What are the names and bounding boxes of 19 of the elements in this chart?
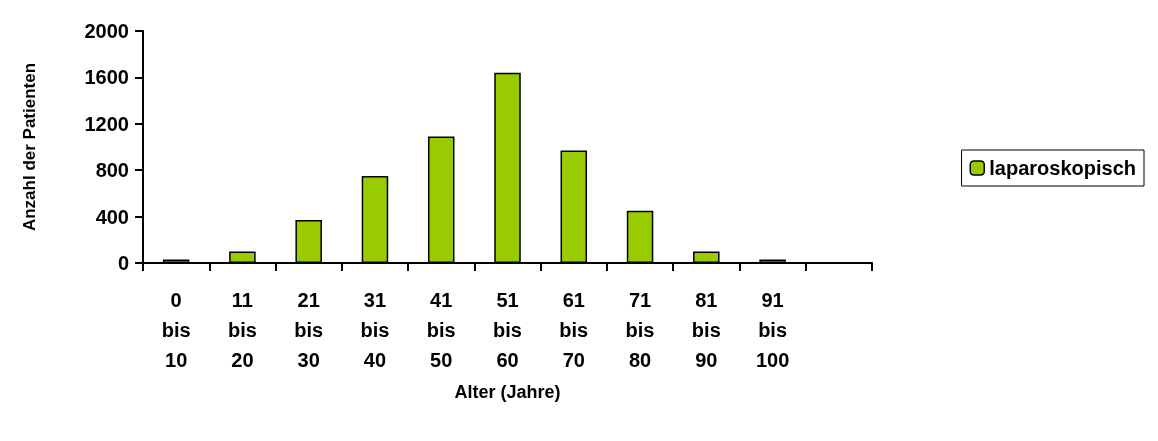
x-tick-label: 81 bis 90 (691, 289, 721, 371)
y-tick-label: 800 (95, 159, 129, 182)
y-tick-label: 2000 (84, 20, 129, 42)
y-axis-title: Anzahl der Patienten (20, 62, 39, 232)
x-tick-label: 21 bis 30 (294, 289, 324, 371)
x-tick-label: 61 bis 70 (559, 289, 589, 371)
y-tick-label: 1600 (84, 66, 129, 89)
x-tick-label: 41 bis 50 (426, 289, 456, 371)
x-tick-label: 11 bis 20 (227, 289, 257, 371)
x-tick-label: 0 bis 10 (161, 289, 191, 371)
y-tick-label: 400 (95, 205, 129, 228)
x-tick-label: 51 bis 60 (493, 289, 522, 371)
y-tick-label: 0 (117, 252, 129, 274)
x-tick-label: 91 bis 100 (755, 289, 790, 371)
x-tick-label: 31 bis 40 (360, 289, 390, 371)
y-tick-label: 1200 (84, 112, 129, 135)
legend-label: laparoskopisch (989, 157, 1136, 179)
x-axis-title: Alter (Jahre) (454, 382, 561, 402)
x-tick-label: 71 bis 80 (625, 289, 655, 371)
